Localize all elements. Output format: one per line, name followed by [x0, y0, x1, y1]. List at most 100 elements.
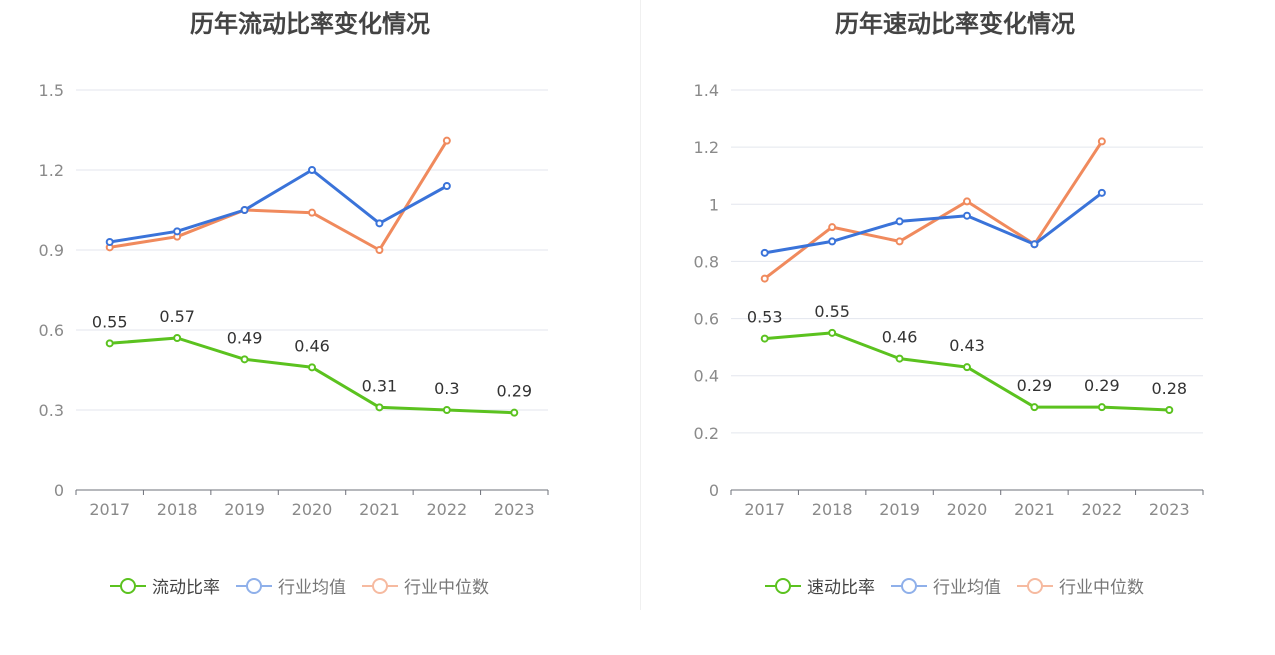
x-tick-label: 2022	[1081, 500, 1122, 519]
industry-median-point	[375, 246, 384, 254]
legend-item-industry-mean[interactable]: 行业均值	[236, 573, 346, 598]
x-tick-label: 2023	[1149, 500, 1190, 519]
data-label: 0.29	[1017, 376, 1053, 395]
legend-label: 速动比率	[807, 578, 875, 598]
data-label: 0.46	[882, 328, 918, 347]
industry-mean-point	[828, 237, 837, 246]
data-label: 0.29	[1084, 376, 1120, 395]
industry-mean-point	[105, 238, 114, 246]
industry-mean-point	[1097, 188, 1106, 197]
legend-label: 流动比率	[152, 578, 220, 598]
legend-line-icon	[110, 577, 146, 594]
y-tick-label: 1.2	[694, 138, 719, 157]
legend-line-icon	[1017, 577, 1053, 594]
industry-mean-point	[963, 211, 971, 220]
legend-item-industry-median[interactable]: 行业中位数	[1017, 573, 1144, 598]
legend-item-industry-median[interactable]: 行业中位数	[362, 573, 489, 598]
y-tick-label: 0.2	[694, 424, 719, 443]
legend-label: 行业中位数	[404, 578, 489, 598]
quick-ratio-chart-panel: 历年速动比率变化情况 0 0.2 0.4 0.6 0.8 1 1.2 1.4 2017 2018 2…	[640, 0, 1275, 655]
x-tick-label: 2018	[812, 500, 853, 519]
data-label: 0.49	[227, 328, 263, 347]
data-label: 0.43	[949, 336, 985, 355]
x-tick-label: 2020	[292, 500, 333, 519]
industry-mean-point	[1030, 240, 1039, 249]
y-tick-label: 1	[709, 195, 719, 214]
legend-item-industry-mean[interactable]: 行业均值	[891, 573, 1001, 598]
x-tick-label: 2021	[359, 500, 400, 519]
main-ratio-point	[1165, 406, 1174, 414]
industry-median-point	[895, 237, 904, 246]
data-label: 0.55	[814, 302, 850, 321]
main-ratio-point	[510, 408, 519, 417]
main-ratio-point	[1030, 403, 1039, 412]
main-ratio-point	[240, 355, 249, 364]
main-ratio-point	[375, 403, 384, 412]
y-tick-label: 1.4	[694, 81, 719, 100]
quick-ratio-chart: 0 0.2 0.4 0.6 0.8 1 1.2 1.4 2017 2018 2019 2020 2021…	[694, 81, 1204, 519]
industry-median-point	[1097, 137, 1106, 146]
industry-mean-line	[764, 191, 1103, 255]
y-tick-label: 0	[709, 481, 719, 500]
data-label: 0.28	[1151, 379, 1187, 398]
main-ratio-point	[963, 363, 971, 372]
industry-mean-point	[375, 219, 384, 228]
data-label: 0.57	[159, 307, 195, 326]
industry-median-point	[963, 197, 971, 206]
x-tick-label: 2019	[879, 500, 920, 519]
y-tick-label: 0.9	[39, 241, 64, 260]
data-label: 0.55	[92, 312, 128, 331]
x-tick-label: 2017	[744, 500, 785, 519]
industry-median-point	[828, 223, 837, 232]
industry-mean-point	[240, 206, 249, 214]
industry-median-line	[109, 139, 449, 252]
data-label: 0.3	[434, 379, 459, 398]
main-ratio-point	[308, 363, 316, 372]
legend-line-icon	[362, 577, 398, 594]
y-tick-label: 0.4	[694, 367, 719, 386]
legend-line-icon	[236, 577, 272, 594]
y-tick-label: 0.8	[694, 252, 719, 271]
industry-mean-point	[308, 166, 316, 174]
x-tick-label: 2019	[224, 500, 265, 519]
industry-mean-point	[173, 227, 182, 236]
x-tick-label: 2021	[1014, 500, 1055, 519]
legend-label: 行业中位数	[1059, 578, 1144, 598]
industry-median-line	[763, 140, 1104, 280]
chart-legend: 速动比率 行业均值 行业中位数	[765, 573, 1144, 598]
main-ratio-point	[173, 334, 182, 342]
industry-mean-point	[442, 182, 451, 190]
industry-median-point	[760, 274, 769, 283]
x-tick-label: 2022	[426, 500, 467, 519]
data-label: 0.29	[496, 382, 532, 401]
chart-title: 历年速动比率变化情况	[835, 10, 1075, 38]
legend-label: 行业均值	[933, 578, 1001, 598]
main-ratio-point	[760, 334, 769, 343]
x-tick-label: 2020	[947, 500, 988, 519]
main-ratio-point	[895, 354, 904, 363]
legend-label: 行业均值	[278, 578, 346, 598]
industry-mean-point	[895, 217, 904, 226]
current-ratio-chart: 0 0.3 0.6 0.9 1.2 1.5 2017 2018 2019 2020 2021 2022…	[39, 81, 549, 519]
industry-median-point	[308, 208, 316, 217]
legend-line-icon	[765, 577, 801, 594]
main-ratio-point	[828, 328, 837, 337]
y-tick-label: 0.6	[694, 310, 719, 329]
main-ratio-point	[105, 339, 114, 348]
chart-title: 历年流动比率变化情况	[190, 10, 430, 38]
main-ratio-point	[1097, 403, 1106, 412]
x-tick-label: 2017	[89, 500, 130, 519]
data-label: 0.53	[747, 308, 783, 327]
y-tick-label: 1.5	[39, 81, 64, 100]
industry-mean-point	[760, 248, 769, 257]
x-tick-label: 2023	[494, 500, 535, 519]
legend-item-current-ratio[interactable]: 流动比率	[110, 573, 220, 598]
industry-median-point	[442, 136, 451, 145]
legend-item-quick-ratio[interactable]: 速动比率	[765, 573, 875, 598]
x-tick-label: 2018	[157, 500, 198, 519]
y-tick-label: 0.3	[39, 401, 64, 420]
current-ratio-chart-panel: 历年流动比率变化情况 0 0.3 0.6 0.9 1.2 1.5 2017 2018 2019 2…	[39, 10, 549, 598]
y-tick-label: 0.6	[39, 321, 64, 340]
y-tick-label: 0	[54, 481, 64, 500]
main-ratio-point	[442, 406, 451, 414]
